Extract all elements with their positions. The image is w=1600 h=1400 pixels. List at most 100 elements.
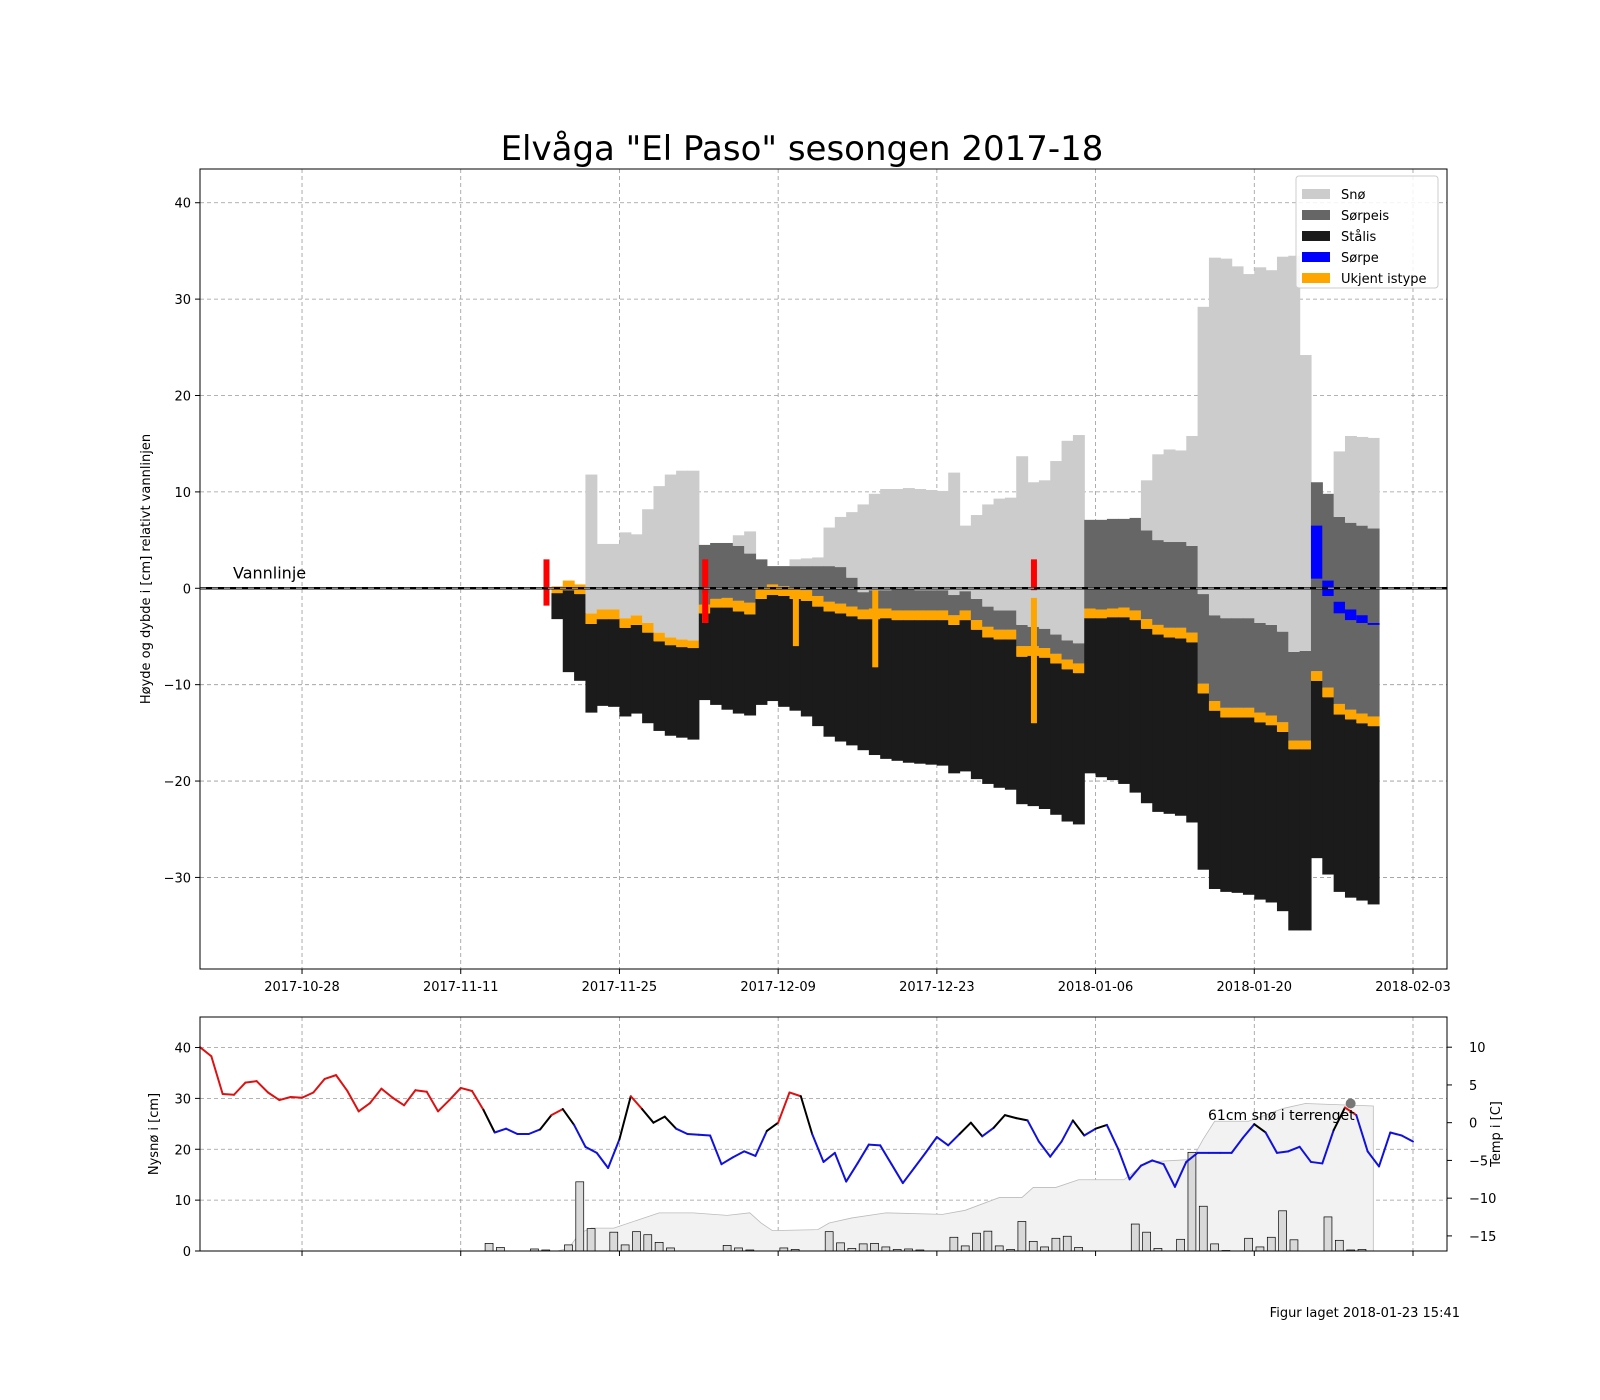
slush-ice-bar	[710, 542, 723, 599]
temperature-segment	[584, 1145, 598, 1154]
black-ice-bar	[925, 620, 938, 765]
temperature-segment	[811, 1133, 825, 1163]
temperature-segment	[890, 1163, 904, 1185]
unknown-ice-bar	[744, 602, 757, 615]
new-snow-bar	[960, 1245, 970, 1252]
black-ice-bar	[778, 595, 791, 707]
temperature-segment	[924, 1136, 938, 1154]
black-ice-bar	[868, 619, 881, 756]
unknown-ice-bar	[619, 618, 632, 628]
temperature-segment	[1298, 1145, 1312, 1163]
legend-label: Sørpeis	[1341, 209, 1389, 224]
unknown-ice-bar	[585, 613, 598, 624]
black-ice-bar	[551, 593, 564, 620]
slush-ice-bar	[959, 591, 972, 611]
slush-bar	[1344, 609, 1357, 621]
legend-label: Snø	[1341, 188, 1365, 203]
temperature-segment	[312, 1077, 326, 1094]
temperature-segment	[1139, 1159, 1154, 1167]
temperature-segment	[414, 1089, 428, 1093]
black-ice-bar	[1027, 655, 1040, 807]
slush-ice-bar	[857, 592, 870, 610]
slush-ice-bar	[1197, 594, 1210, 684]
snow-bar	[812, 557, 825, 567]
slush-ice-bar	[834, 567, 847, 604]
snow-bar	[596, 543, 609, 610]
black-ice-bar	[914, 620, 927, 764]
temperature-segment	[799, 1095, 814, 1135]
snow-bar	[1242, 274, 1255, 619]
snow-bar	[642, 509, 655, 623]
temperature-segment	[1230, 1136, 1244, 1154]
unknown-ice-marker	[1030, 597, 1037, 724]
temperature-segment	[448, 1086, 462, 1102]
temperature-segment	[505, 1127, 519, 1135]
temperature-segment	[675, 1127, 689, 1135]
unknown-ice-bar	[846, 606, 859, 617]
black-ice-bar	[959, 620, 972, 772]
temperature-segment	[1173, 1160, 1188, 1188]
legend-swatch	[1302, 252, 1330, 262]
snow-bar	[653, 486, 666, 633]
slush-ice-bar	[1152, 540, 1165, 625]
snow-bar	[880, 489, 893, 591]
black-ice-bar	[1310, 680, 1323, 859]
temperature-segment	[425, 1090, 440, 1113]
snow-bar	[1276, 256, 1289, 632]
black-ice-bar	[1220, 717, 1233, 892]
black-ice-bar	[982, 637, 995, 784]
unknown-ice-bar	[812, 595, 825, 607]
no-ice-marker	[543, 559, 550, 606]
new-snow-bar	[1142, 1231, 1151, 1252]
slush-ice-bar	[982, 606, 995, 627]
black-ice-bar	[1152, 634, 1165, 812]
unknown-ice-bar	[834, 603, 847, 614]
temperature-segment	[1015, 1117, 1029, 1122]
black-ice-bar	[676, 647, 689, 738]
snow-bar	[1367, 437, 1380, 529]
temperature-segment	[629, 1095, 644, 1111]
new-snow-bar	[858, 1243, 868, 1252]
slush-ice-bar	[721, 542, 734, 598]
sub-y-axis-label: Nysnø i [cm]	[147, 1093, 162, 1175]
new-snow-bar	[1334, 1239, 1344, 1252]
new-snow-bar	[1028, 1240, 1038, 1252]
temperature-segment	[357, 1102, 372, 1113]
unknown-ice-bar	[1163, 627, 1176, 638]
temperature-segment	[947, 1133, 961, 1147]
unknown-ice-bar	[551, 586, 564, 594]
temperature-segment	[1275, 1150, 1290, 1154]
temperature-segment	[244, 1080, 258, 1084]
black-ice-bar	[948, 624, 961, 774]
new-snow-bar	[994, 1245, 1004, 1252]
unknown-ice-bar	[1242, 707, 1255, 718]
slush-ice-bar	[1118, 518, 1131, 608]
black-ice-bar	[1118, 617, 1131, 784]
slush-ice-bar	[1299, 650, 1312, 741]
snow-bar	[1004, 497, 1017, 611]
y2-tick-label: −10	[1469, 1192, 1496, 1207]
new-snow-bar	[575, 1181, 585, 1252]
temperature-segment	[1060, 1119, 1074, 1143]
unknown-ice-bar	[1016, 646, 1029, 657]
snow-bar	[744, 531, 757, 554]
slush-ice-bar	[1208, 615, 1221, 702]
new-snow-bar	[1051, 1237, 1061, 1252]
snow-bar	[1197, 306, 1210, 595]
snow-bar	[1288, 255, 1301, 652]
temperature-segment	[709, 1134, 723, 1166]
black-ice-bar	[608, 619, 621, 707]
new-snow-bar	[609, 1231, 619, 1252]
slush-ice-bar	[891, 589, 904, 611]
slush-ice-bar	[925, 590, 938, 611]
unknown-ice-bar	[642, 622, 655, 633]
new-snow-bar	[1289, 1239, 1299, 1252]
slush-ice-bar	[993, 610, 1006, 630]
slush-ice-bar	[1140, 530, 1153, 620]
unknown-ice-bar	[664, 637, 677, 646]
snow-bar	[687, 470, 700, 641]
y-tick-label: −10	[164, 679, 191, 694]
unknown-ice-bar	[1276, 722, 1289, 732]
new-snow-bar	[1187, 1151, 1197, 1252]
ice-layer-bars	[551, 255, 1380, 931]
